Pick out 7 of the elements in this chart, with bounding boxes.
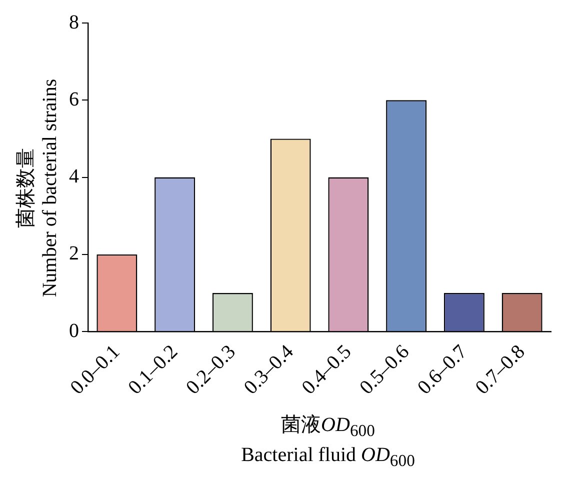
y-tick-label: 6 bbox=[69, 88, 79, 110]
y-tick-label: 0 bbox=[69, 320, 79, 342]
x-axis-title: 菌液OD$_{600}$ Bacterial fluid OD$_{600}$ bbox=[241, 413, 415, 472]
y-axis-title: 菌株数量 Number of bacterial strains bbox=[14, 78, 62, 298]
y-tick-label: 8 bbox=[69, 11, 79, 34]
y-tick-label: 4 bbox=[69, 166, 79, 188]
y-tick-label: 2 bbox=[69, 242, 79, 265]
